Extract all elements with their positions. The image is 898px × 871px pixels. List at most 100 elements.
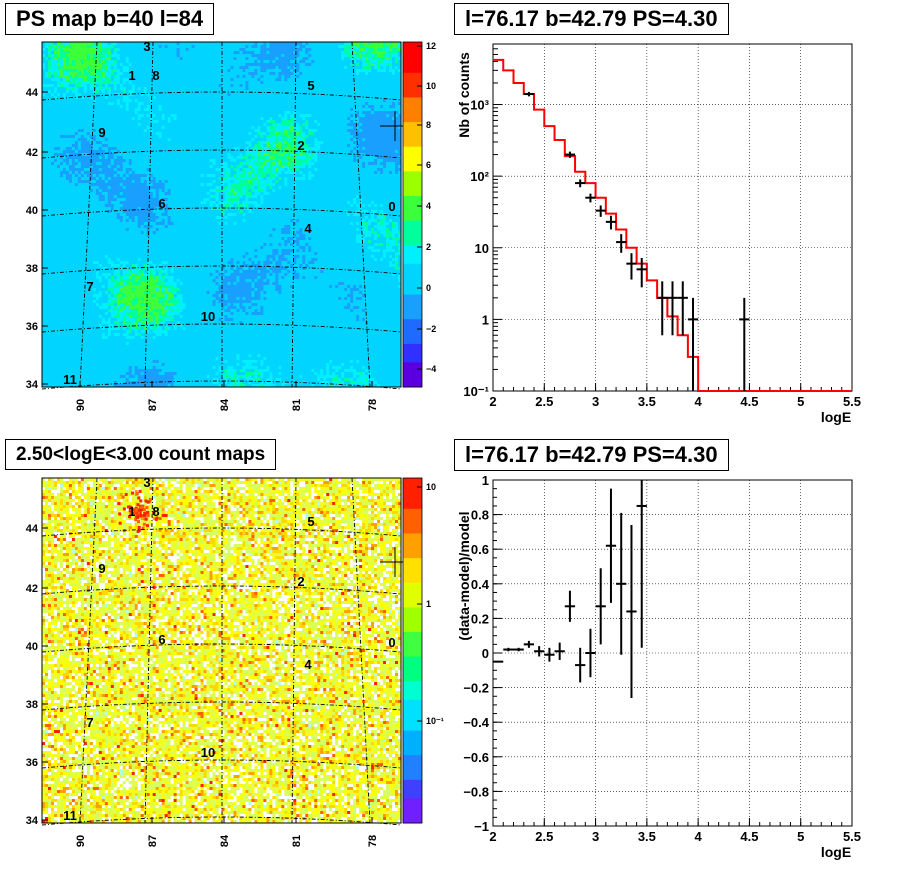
- x-tick-label: 78: [367, 399, 379, 411]
- x-tick-label: 4.5: [740, 829, 758, 844]
- plot-frame: [492, 479, 853, 827]
- y-tick-label: 38: [26, 263, 38, 275]
- y-tick-label: 40: [26, 641, 38, 653]
- y-tick-label: 42: [26, 147, 38, 159]
- residual-point: [616, 512, 627, 655]
- graticule-lat-line: [41, 323, 402, 333]
- colorbar-tick-label: −2: [426, 324, 436, 334]
- x-tick-label: 5.5: [843, 394, 861, 409]
- grid: [493, 44, 852, 391]
- y-tick-label: 0: [482, 646, 489, 661]
- x-tick-label: 4.5: [740, 394, 758, 409]
- y-axis-label: Nb of counts: [456, 52, 472, 138]
- y-tick-label: 10³: [470, 98, 489, 113]
- y-tick-label: 1: [482, 473, 489, 488]
- x-tick-label: 4: [695, 394, 703, 409]
- graticule: [41, 477, 402, 826]
- source-label-3: 3: [143, 475, 150, 490]
- residual-point: [605, 488, 617, 603]
- source-label-3: 3: [143, 39, 150, 54]
- graticule-lat-line: [41, 380, 402, 390]
- source-label-10: 10: [201, 745, 215, 760]
- spectrum-plot: 2 2.5 3 3.5 4 4.5 5 5.5 10⁻¹ 1 10 10² 10³ logE Nb of c…: [456, 43, 861, 425]
- source-label-0: 0: [388, 199, 395, 214]
- source-label-11: 11: [63, 372, 77, 387]
- source-label-6: 6: [158, 632, 165, 647]
- residual-point: [534, 646, 545, 657]
- source-label-4: 4: [304, 657, 312, 672]
- x-tick-label: 81: [291, 835, 303, 847]
- colorbar-tick-label: 10: [426, 482, 436, 492]
- spectrum-title: l=76.17 b=42.79 PS=4.30: [454, 3, 729, 35]
- x-tick-label: 2.5: [535, 394, 553, 409]
- y-tick-label: 42: [26, 583, 38, 595]
- data-point: [657, 281, 668, 336]
- colorbar-tick-label: −4: [426, 364, 436, 374]
- y-tick-label: 38: [26, 699, 38, 711]
- ps-map-title: PS map b=40 l=84: [5, 3, 215, 35]
- data-point: [687, 297, 699, 391]
- source-label-5: 5: [307, 78, 314, 93]
- x-tick-label: 3: [592, 829, 599, 844]
- graticule-lat-line: [41, 816, 402, 826]
- graticule-lat-line: [41, 527, 402, 537]
- x-tick-label: 5: [797, 394, 804, 409]
- residual-point: [513, 647, 524, 652]
- data-point: [575, 179, 586, 188]
- source-label-8: 8: [152, 504, 159, 519]
- x-tick-label: 2: [489, 829, 496, 844]
- x-tick-label: 90: [75, 835, 87, 847]
- graticule-lat-line: [41, 643, 402, 653]
- source-label-11: 11: [63, 808, 77, 823]
- y-tick-label: 44: [26, 523, 39, 535]
- y-tick-label: 40: [26, 205, 38, 217]
- spectrum-panel: 2 2.5 3 3.5 4 4.5 5 5.5 10⁻¹ 1 10 10² 10³ logE Nb of c…: [449, 0, 898, 436]
- graticule-lon-line: [351, 477, 371, 824]
- x-tick-label: 4: [695, 829, 703, 844]
- colorbar-frame: [402, 477, 423, 824]
- x-tick-label: 2: [489, 394, 496, 409]
- y-tick-label: −0.8: [463, 784, 489, 799]
- data-point: [739, 297, 750, 391]
- source-label-5: 5: [307, 514, 314, 529]
- x-axis-label: logE: [821, 409, 851, 425]
- x-tick-label: 5.5: [843, 829, 861, 844]
- y-tick-label: −1: [474, 819, 489, 834]
- colorbar-tick-label: 10⁻¹: [426, 716, 444, 726]
- colorbar-tick-label: 8: [426, 120, 431, 130]
- y-tick-label: 36: [26, 757, 38, 769]
- graticule-lat-line: [41, 207, 402, 217]
- graticule-lon-line: [351, 41, 371, 388]
- residual-panel: 2 2.5 3 3.5 4 4.5 5 5.5 −1 −0.8 −0.6 −0.4 −0.2 0 0.2 0.…: [449, 436, 898, 871]
- x-tick-label: 3.5: [638, 829, 656, 844]
- residual-point: [503, 647, 514, 652]
- graticule-lon-line: [144, 477, 154, 824]
- residual-point: [585, 628, 596, 678]
- graticule-lat-line: [41, 759, 402, 769]
- source-label-6: 6: [158, 196, 165, 211]
- data-point: [677, 281, 688, 336]
- y-tick-label: 34: [26, 379, 39, 391]
- source-label-2: 2: [297, 574, 304, 589]
- data-point: [605, 215, 617, 230]
- residual-point: [564, 590, 576, 622]
- y-tick-label: −0.4: [463, 715, 489, 730]
- graticule-lon-line: [144, 41, 154, 388]
- y-axis-label: (data-model)/model: [456, 511, 472, 640]
- y-tick-label: 34: [26, 815, 39, 827]
- count-map-panel: 0 1 2 3 4 5 6 7 8 9 10 11 44 42 40 38 36 34 90 87 84 81 78 10 1 1…: [0, 436, 449, 871]
- x-tick-label: 81: [291, 399, 303, 411]
- plot-frame: [492, 43, 853, 392]
- data-point: [626, 253, 637, 280]
- grid: [493, 480, 852, 826]
- colorbar-frame: [402, 41, 423, 388]
- y-tick-label: 36: [26, 321, 38, 333]
- data-point: [636, 257, 647, 288]
- data-point: [595, 205, 606, 217]
- source-label-7: 7: [86, 715, 93, 730]
- residual-point: [626, 524, 637, 698]
- colorbar-tick-label: 6: [426, 160, 431, 170]
- graticule-lat-line: [41, 265, 402, 275]
